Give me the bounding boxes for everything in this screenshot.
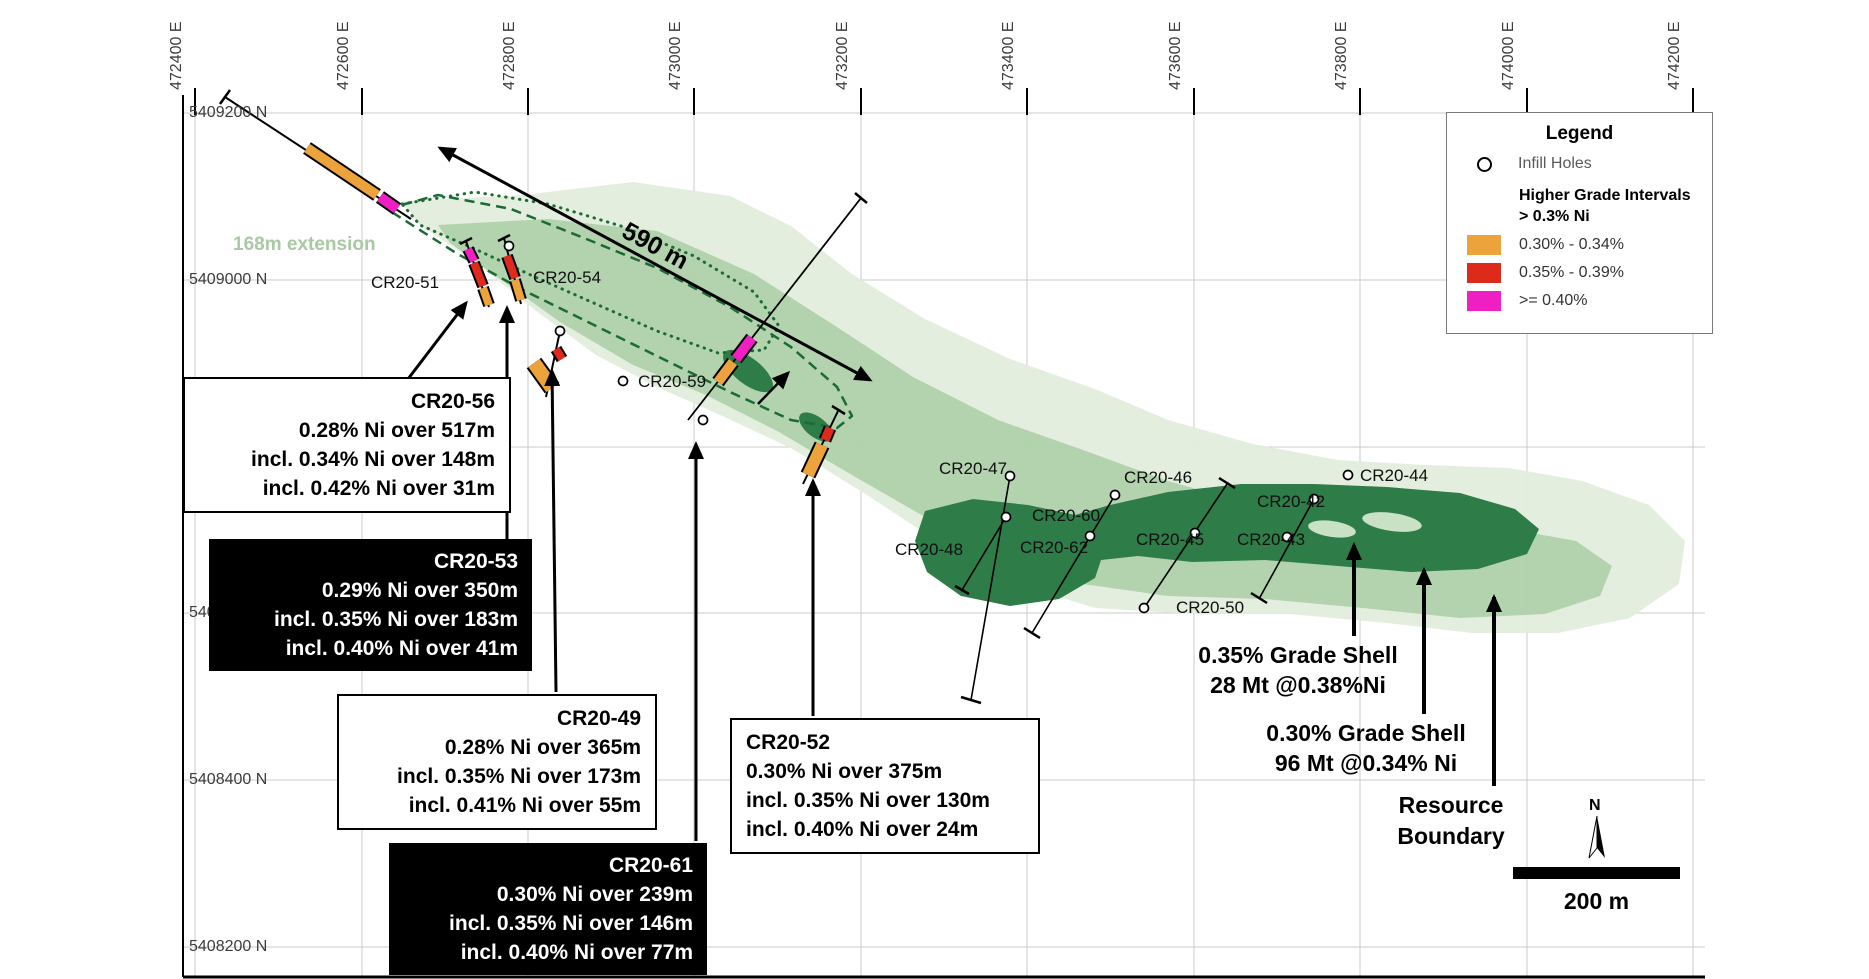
north-label: N <box>1589 797 1601 814</box>
legend-item-030-034: 0.30% - 0.34% <box>1467 235 1712 255</box>
callout-line: 0.29% Ni over 350m <box>321 579 518 602</box>
callout-line: incl. 0.42% Ni over 31m <box>262 477 495 500</box>
legend-infill-label: Infill Holes <box>1518 155 1592 172</box>
callout-line: 0.28% Ni over 365m <box>444 736 641 759</box>
easting-label: 473200 E <box>834 21 851 90</box>
legend-intervals-title-line1: Higher Grade Intervals <box>1519 187 1691 204</box>
callout-line: incl. 0.41% Ni over 55m <box>408 794 641 817</box>
resource-boundary-line2: Boundary <box>1397 823 1505 849</box>
callout-line: incl. 0.34% Ni over 148m <box>251 448 495 471</box>
grade-shell-030-line2: 96 Mt @0.34% Ni <box>1274 750 1458 776</box>
resource-boundary-annotation: Resource Boundary <box>1336 790 1566 852</box>
grade-shell-035-line2: 28 Mt @0.38%Ni <box>1210 672 1386 698</box>
callout-line: incl. 0.35% Ni over 130m <box>746 789 990 812</box>
legend-item-label: 0.35% - 0.39% <box>1519 264 1624 281</box>
easting-label: 473400 E <box>1000 21 1017 90</box>
easting-label: 473000 E <box>667 21 684 90</box>
hole-label: CR20-60 <box>1032 506 1101 525</box>
northing-label: 5408400 N <box>189 771 268 788</box>
callout-cr20-61: CR20-61 0.30% Ni over 239m incl. 0.35% N… <box>389 843 707 975</box>
shell-annotation-arrows <box>1346 542 1502 786</box>
infill-hole-markers <box>503 240 1354 614</box>
extension-label: 168m extension <box>233 234 376 255</box>
hole-label: CR20-42 <box>1257 492 1326 511</box>
hole-label: CR20-59 <box>638 372 707 391</box>
legend-infill-row: Infill Holes <box>1477 155 1712 173</box>
legend-title: Legend <box>1545 123 1614 144</box>
easting-label: 473800 E <box>1333 21 1350 90</box>
callout-cr20-49: CR20-49 0.28% Ni over 365m incl. 0.35% N… <box>337 694 657 830</box>
callout-line: 0.30% Ni over 375m <box>746 760 943 783</box>
hole-label: CR20-48 <box>895 540 964 559</box>
callout-line: incl. 0.40% Ni over 41m <box>285 637 518 660</box>
easting-label: 474000 E <box>1500 21 1517 90</box>
hole-label: CR20-54 <box>533 268 602 287</box>
callout-title: CR20-52 <box>746 731 831 754</box>
legend-item-label: >= 0.40% <box>1519 292 1588 309</box>
callout-title: CR20-61 <box>608 854 693 877</box>
infill-hole-icon <box>1477 156 1492 172</box>
hole-label: CR20-44 <box>1360 466 1429 485</box>
hole-label: CR20-47 <box>939 459 1008 478</box>
callout-cr20-56: CR20-56 0.28% Ni over 517m incl. 0.34% N… <box>183 377 511 513</box>
northing-label: 5409000 N <box>189 271 268 288</box>
orange-swatch-icon <box>1467 235 1501 255</box>
grade-shell-035-annotation: 0.35% Grade Shell 28 Mt @0.38%Ni <box>1128 640 1468 700</box>
legend-item-040-plus: >= 0.40% <box>1467 291 1712 311</box>
legend-item-035-039: 0.35% - 0.39% <box>1467 263 1712 283</box>
map-frame <box>182 88 1705 979</box>
northing-label: 5408200 N <box>189 938 268 955</box>
legend-intervals-title-line2: > 0.3% Ni <box>1519 208 1590 225</box>
scale-bar-label: 200 m <box>1563 888 1630 914</box>
easting-label: 472400 E <box>168 21 185 90</box>
grade-shell-030-line1: 0.30% Grade Shell <box>1266 720 1466 746</box>
hole-label: CR20-43 <box>1237 530 1306 549</box>
callout-line: incl. 0.40% Ni over 24m <box>746 818 979 841</box>
callout-title: CR20-53 <box>433 550 518 573</box>
hole-label: CR20-50 <box>1176 598 1245 617</box>
strike-length-arrow <box>437 146 873 382</box>
callout-title: CR20-49 <box>556 707 641 730</box>
legend-intervals-title: Higher Grade Intervals > 0.3% Ni <box>1519 185 1712 227</box>
callout-line: incl. 0.40% Ni over 77m <box>460 941 693 964</box>
callout-cr20-53: CR20-53 0.29% Ni over 350m incl. 0.35% N… <box>209 539 532 671</box>
callout-line: incl. 0.35% Ni over 183m <box>274 608 518 631</box>
easting-label: 472800 E <box>501 21 518 90</box>
hole-label: CR20-62 <box>1020 538 1089 557</box>
northing-label: 5409200 N <box>189 104 268 121</box>
callout-cr20-52: CR20-52 0.30% Ni over 375m incl. 0.35% N… <box>730 718 1040 854</box>
grade-shell-030-annotation: 0.30% Grade Shell 96 Mt @0.34% Ni <box>1196 718 1536 778</box>
easting-label: 473600 E <box>1167 21 1184 90</box>
hole-label: CR20-46 <box>1124 468 1193 487</box>
plunge-arrow <box>757 370 791 405</box>
resource-boundary-line1: Resource <box>1398 792 1504 818</box>
callout-title: CR20-56 <box>410 390 495 413</box>
magenta-swatch-icon <box>1467 291 1501 311</box>
north-arrow-icon <box>1588 815 1605 859</box>
legend: Legend Infill Holes Higher Grade Interva… <box>1446 112 1713 334</box>
scale-bar <box>1513 867 1680 879</box>
easting-label: 474200 E <box>1666 21 1683 90</box>
easting-label: 472600 E <box>335 21 352 90</box>
grade-shell-035-line1: 0.35% Grade Shell <box>1198 642 1398 668</box>
callout-line: incl. 0.35% Ni over 146m <box>449 912 693 935</box>
callout-line: 0.28% Ni over 517m <box>298 419 495 442</box>
legend-item-label: 0.30% - 0.34% <box>1519 236 1624 253</box>
callout-line: 0.30% Ni over 239m <box>496 883 693 906</box>
hole-label: CR20-51 <box>371 273 440 292</box>
hole-label: CR20-45 <box>1136 530 1205 549</box>
callout-line: incl. 0.35% Ni over 173m <box>397 765 641 788</box>
red-swatch-icon <box>1467 263 1501 283</box>
